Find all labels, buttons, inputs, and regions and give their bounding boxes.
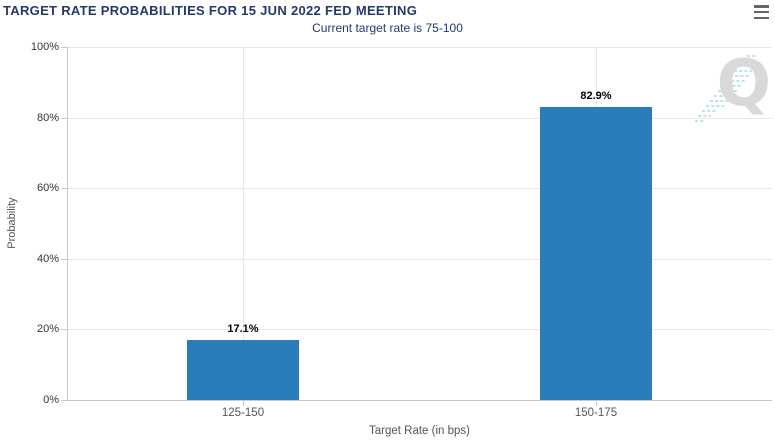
y-tick-label: 60% [36,182,59,194]
y-tick-label: 20% [36,323,59,335]
y-gridline [67,259,772,260]
y-axis-tick [61,118,67,119]
bar-150-175[interactable] [540,107,652,400]
bar-value-label: 82.9% [580,90,612,102]
bar-value-label: 17.1% [227,323,259,335]
y-axis-tick [61,329,67,330]
y-tick-label: 0% [43,394,59,406]
y-tick-label: 80% [36,112,59,124]
y-axis-tick [61,47,67,48]
y-axis-line [67,47,68,400]
hamburger-bar [754,5,769,8]
x-category-label: 150-175 [574,407,618,419]
y-axis-tick [61,400,67,401]
x-axis-line [67,400,772,401]
x-axis-title: Target Rate (in bps) [369,425,470,437]
bar-125-150[interactable] [187,340,299,400]
chart-subtitle: Current target rate is 75-100 [312,21,463,35]
hamburger-bar [754,10,769,14]
x-axis-tick [243,401,244,406]
hamburger-bar [754,16,769,19]
y-tick-label: 100% [30,41,59,53]
chart-title: TARGET RATE PROBABILITIES FOR 15 JUN 202… [3,3,418,18]
x-category-label: 125-150 [221,407,265,419]
watermark-q-letter: Q [716,47,771,121]
hamburger-menu-icon[interactable] [754,5,770,19]
y-gridline [67,47,772,48]
y-gridline [67,329,772,330]
y-axis-tick [61,188,67,189]
x-gridline [243,47,244,400]
y-axis-tick [61,259,67,260]
y-gridline [67,188,772,189]
x-axis-tick [596,401,597,406]
y-gridline [67,118,772,119]
y-tick-label: 40% [36,253,59,265]
